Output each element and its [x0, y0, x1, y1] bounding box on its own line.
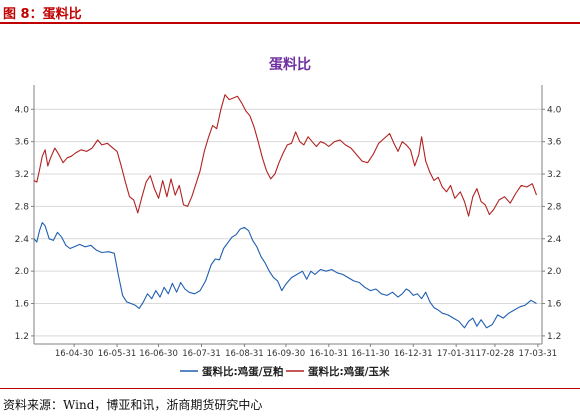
y-tick-label-left: 1.2 [15, 332, 29, 342]
x-tick-label: 17-02-28 [476, 349, 515, 359]
x-tick-label: 16-08-31 [225, 349, 264, 359]
y-tick-label-left: 4.0 [15, 105, 30, 115]
y-tick-label-right: 2.0 [547, 267, 562, 277]
x-tick-label: 16-07-31 [182, 349, 221, 359]
x-tick-label: 16-09-30 [267, 349, 306, 359]
x-tick-label: 17-03-31 [519, 349, 558, 359]
y-tick-label-right: 4.0 [547, 105, 562, 115]
x-tick-label: 17-01-31 [437, 349, 476, 359]
series-line-1 [33, 222, 537, 329]
legend-label-2: 蛋料比:鸡蛋/玉米 [308, 365, 390, 378]
y-tick-label-right: 1.2 [547, 332, 561, 342]
source-note: 资料来源：Wind，博亚和讯，浙商期货研究中心 [3, 398, 263, 412]
y-tick-label-left: 1.6 [15, 300, 30, 310]
y-tick-label-right: 2.4 [547, 235, 562, 245]
y-tick-label-right: 3.6 [547, 138, 562, 148]
y-tick-label-left: 2.4 [15, 235, 30, 245]
chart-container: 蛋料比 1.2 1.2 1.6 1.6 2.0 2.0 2.4 2.4 2.8 2.8 3.2 3.2… [0, 27, 580, 387]
y-tick-label-left: 3.6 [15, 138, 30, 148]
y-tick-label-right: 1.6 [547, 300, 562, 310]
header-rule [0, 22, 580, 24]
x-tick-label: 16-10-31 [310, 349, 349, 359]
footer-rule [0, 388, 580, 389]
x-tick-label: 16-04-30 [55, 349, 94, 359]
series-line-2 [33, 94, 538, 217]
chart-svg: 蛋料比 1.2 1.2 1.6 1.6 2.0 2.0 2.4 2.4 2.8 2.8 3.2 3.2… [15, 56, 562, 378]
y-tick-label-left: 3.2 [15, 170, 29, 180]
x-tick-label: 16-06-30 [139, 349, 178, 359]
y-tick-label-right: 2.8 [547, 202, 562, 212]
chart-title: 蛋料比 [269, 56, 311, 73]
y-tick-label-left: 2.8 [15, 202, 30, 212]
x-tick-label: 16-11-30 [351, 349, 390, 359]
y-tick-label-left: 2.0 [15, 267, 30, 277]
x-tick-label: 16-12-31 [394, 349, 433, 359]
figure-header: 图 8：蛋料比 [0, 0, 580, 24]
figure-label: 图 8：蛋料比 [3, 7, 82, 22]
legend-label-1: 蛋料比:鸡蛋/豆粕 [202, 365, 284, 378]
y-tick-label-right: 3.2 [547, 170, 561, 180]
x-tick-label: 16-05-31 [98, 349, 137, 359]
